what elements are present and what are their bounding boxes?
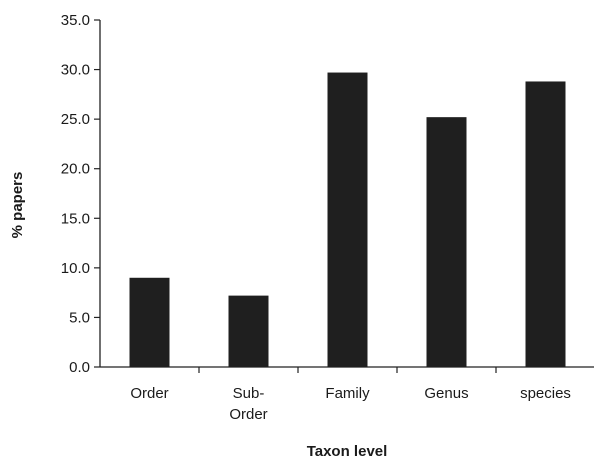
x-tick-label: Genus [424,385,468,402]
x-tick-labels: Order Sub- Order Family Genus species [130,385,571,423]
x-tick-label: Order [229,406,267,423]
y-tick-label: 20.0 [61,161,90,178]
y-axis-title: % papers [9,172,26,239]
bars [130,73,594,373]
bar [526,81,566,367]
x-tick-label: Family [325,385,370,402]
bar [427,117,467,367]
y-tick-label: 30.0 [61,62,90,79]
y-ticks: 0.0 5.0 10.0 15.0 20.0 25.0 30.0 35.0 [61,12,100,376]
y-tick-label: 25.0 [61,111,90,128]
x-axis-title: Taxon level [307,443,388,460]
bar [328,73,368,367]
y-tick-label: 15.0 [61,210,90,227]
y-tick-label: 5.0 [69,309,90,326]
y-tick-label: 35.0 [61,12,90,29]
x-tick-label: Order [130,385,168,402]
y-tick-label: 10.0 [61,260,90,277]
bar [130,278,170,367]
bar [229,296,269,367]
x-tick-label: species [520,385,571,402]
x-tick-label: Sub- [233,385,265,402]
y-tick-label: 0.0 [69,359,90,376]
